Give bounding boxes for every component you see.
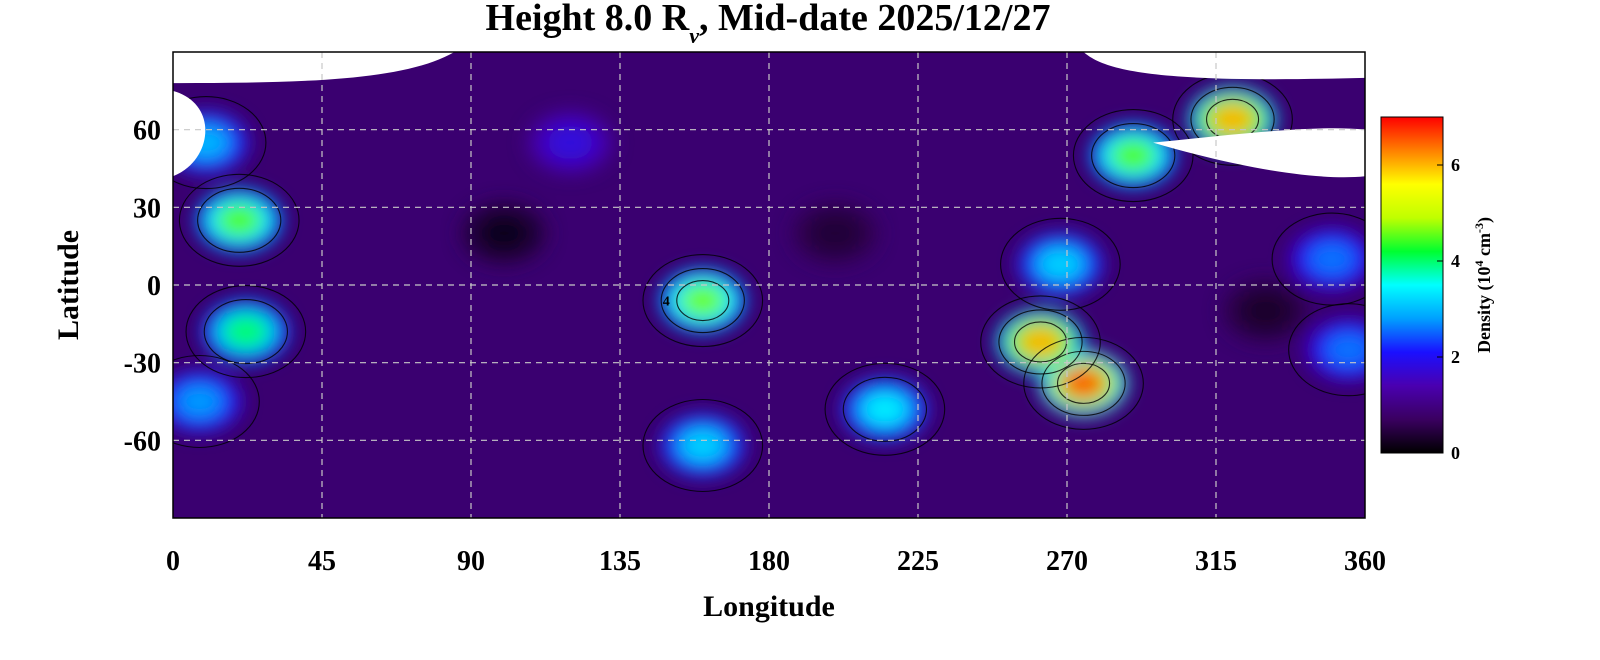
chart-title: Height 8.0 Rv, Mid-date 2025/12/27: [486, 0, 1051, 48]
x-tick-label: 270: [1046, 546, 1088, 577]
density-feature-15: [481, 216, 527, 251]
contour-line-0-1: [197, 187, 282, 253]
density-feature-4: [547, 125, 594, 160]
contour-line-7-1: [998, 309, 1083, 375]
contour-line-2-0: [173, 96, 267, 190]
density-feature-7: [1017, 325, 1064, 359]
contour-line-9-1: [1091, 123, 1176, 189]
no-data-region-1: [173, 52, 455, 84]
contour-line-5-1: [660, 267, 745, 334]
contour-line-12-0: [642, 398, 764, 493]
colorbar-tick-label: 4: [1451, 251, 1460, 271]
contour-line-1-1: [203, 299, 288, 365]
density-feature-10: [1209, 102, 1256, 137]
density-feature-12: [679, 428, 726, 463]
x-tick-label: 360: [1344, 546, 1386, 577]
x-axis-label: Longitude: [703, 590, 835, 623]
density-feature-6: [1060, 366, 1107, 401]
colorbar-tick-label: 6: [1451, 155, 1460, 175]
contour-line-3-0: [173, 354, 260, 449]
contour-line-8-0: [1000, 217, 1121, 311]
no-data-region-3: [1083, 52, 1365, 80]
density-feature-0: [216, 203, 263, 238]
colorbar: 0 2 4 6 Density (104 cm-3): [1380, 116, 1495, 463]
x-tick-label: 180: [748, 546, 790, 577]
y-tick-label: -30: [124, 349, 161, 380]
y-tick-label: 30: [133, 193, 161, 224]
x-tick-label: 0: [166, 546, 180, 577]
y-tick-label: -60: [124, 426, 161, 457]
x-tick-label: 90: [457, 546, 485, 577]
x-tick-labels: 0 45 90 135 180 225 270 315 360: [166, 546, 1386, 577]
density-feature-11: [862, 392, 908, 427]
contour-line-1-0: [185, 285, 307, 379]
contour-line-14-0: [1288, 303, 1365, 397]
contour-line-5-2: [676, 279, 730, 322]
colorbar-tick-label: 0: [1451, 443, 1460, 463]
y-tick-label: 60: [133, 116, 161, 147]
contour-line-6-1: [1041, 350, 1126, 416]
colorbar-ticks: 0 2 4 6: [1437, 155, 1460, 463]
contour-line-11-1: [842, 376, 928, 442]
y-tick-label: 0: [147, 271, 161, 302]
colorbar-gradient: [1380, 116, 1444, 454]
contour-line-0-0: [178, 173, 300, 267]
density-feature-3: [176, 384, 223, 419]
density-feature-17: [812, 216, 859, 251]
density-feature-14: [1325, 332, 1365, 367]
contour-layer: [173, 72, 1365, 493]
x-tick-label: 225: [897, 546, 939, 577]
contour-line-6-2: [1057, 362, 1111, 404]
plot-area: 4: [173, 52, 1365, 518]
x-tick-label: 135: [599, 546, 641, 577]
title-subscript: v: [689, 23, 699, 48]
y-tick-labels: -60 -30 0 30 60: [124, 116, 161, 458]
contour-line-5-0: [642, 253, 764, 348]
density-feature-13: [1309, 242, 1355, 276]
no-data-region-4: [1153, 128, 1365, 178]
contour-line-11-0: [824, 362, 946, 456]
density-feature-16: [1242, 294, 1289, 328]
density-feature-5: [679, 283, 726, 318]
y-axis-label: Latitude: [52, 230, 85, 340]
contour-line-7-0: [980, 295, 1101, 389]
density-feature-9: [1110, 138, 1157, 173]
plot-frame: [172, 51, 1366, 519]
colorbar-label: Density (104 cm-3): [1472, 217, 1495, 353]
colorbar-tick-label: 2: [1451, 347, 1460, 367]
x-tick-label: 45: [308, 546, 336, 577]
no-data-layer: [173, 52, 1365, 178]
x-tick-label: 315: [1195, 546, 1237, 577]
grid-layer: [173, 52, 1365, 518]
no-data-region-2: [173, 90, 206, 177]
contour-label: 4: [663, 295, 670, 310]
contour-line-6-0: [1023, 336, 1144, 430]
contour-line-9-0: [1072, 109, 1194, 203]
density-feature-8: [1037, 247, 1084, 282]
density-feature-1: [223, 314, 269, 349]
